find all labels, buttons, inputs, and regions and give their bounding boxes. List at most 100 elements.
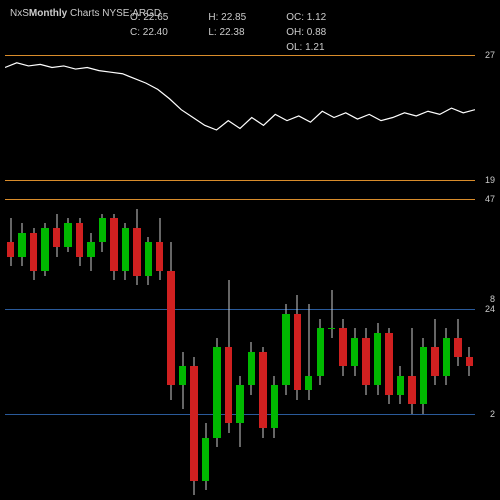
candle [431, 185, 438, 495]
candle-body [294, 314, 301, 390]
interval-label: Monthly [29, 8, 67, 19]
candle [99, 185, 106, 495]
candle-body [53, 228, 60, 247]
candle-body [213, 347, 220, 438]
candle [64, 185, 71, 495]
candle-body [190, 366, 197, 480]
oc-delta: OC: 1.12 [286, 12, 326, 23]
candle [179, 185, 186, 495]
candle-body [305, 376, 312, 390]
y-axis-label: 47 [485, 194, 495, 204]
candle-body [76, 223, 83, 256]
y-axis-label-secondary: 8 [490, 294, 495, 304]
candle-body [408, 376, 415, 405]
candle-body [248, 352, 255, 385]
candle-body [317, 328, 324, 376]
candle-body [259, 352, 266, 428]
candle [271, 185, 278, 495]
ohlc-summary: O: 22.65 C: 22.40 H: 22.85 L: 22.38 OC: … [130, 12, 326, 53]
candle-body [202, 438, 209, 481]
close-value: C: 22.40 [130, 27, 168, 38]
candle-body [18, 233, 25, 257]
candle-body [420, 347, 427, 404]
candle-body [236, 385, 243, 423]
line-series [5, 55, 475, 180]
candle-body [87, 242, 94, 256]
candle [317, 185, 324, 495]
candle [305, 185, 312, 495]
candle-body [41, 228, 48, 271]
candle [30, 185, 37, 495]
candle-body [351, 338, 358, 367]
ohlc-col-deltas: OC: 1.12 OH: 0.88 OL: 1.21 [286, 12, 326, 53]
candle-body [271, 385, 278, 428]
candle [454, 185, 461, 495]
candle-wick [331, 290, 332, 338]
y-axis-label: 19 [485, 175, 495, 185]
candle [133, 185, 140, 495]
y-axis-label: 24 [485, 304, 495, 314]
candle [167, 185, 174, 495]
candle [110, 185, 117, 495]
candle [259, 185, 266, 495]
candle-body [156, 242, 163, 271]
candle [408, 185, 415, 495]
candle-body [30, 233, 37, 271]
candle-body [431, 347, 438, 376]
chart-container: 2719 472482 [0, 55, 500, 500]
candle [385, 185, 392, 495]
candle [156, 185, 163, 495]
candle [213, 185, 220, 495]
candle-body [374, 333, 381, 385]
candle [41, 185, 48, 495]
candle-body [64, 223, 71, 247]
candle [202, 185, 209, 495]
candle-body [397, 376, 404, 395]
candle [76, 185, 83, 495]
candle [420, 185, 427, 495]
candle [145, 185, 152, 495]
candle-body [466, 357, 473, 367]
candle [443, 185, 450, 495]
candle [351, 185, 358, 495]
candle-body [7, 242, 14, 256]
low-value: L: 22.38 [208, 27, 246, 38]
candle-body [339, 328, 346, 366]
candle [87, 185, 94, 495]
candle [248, 185, 255, 495]
candle-body [282, 314, 289, 386]
candle-body [110, 218, 117, 270]
y-axis-label: 2 [490, 409, 495, 419]
candle-body [443, 338, 450, 376]
candle [282, 185, 289, 495]
candle [374, 185, 381, 495]
candle [339, 185, 346, 495]
candle [122, 185, 129, 495]
ticker-prefix: NxS [10, 8, 29, 19]
oh-delta: OH: 0.88 [286, 27, 326, 38]
lower-panel[interactable]: 472482 [5, 185, 475, 495]
high-value: H: 22.85 [208, 12, 246, 23]
candle-body [133, 228, 140, 276]
candle-body [362, 338, 369, 386]
ohlc-col-hl: H: 22.85 L: 22.38 [208, 12, 246, 53]
candle-body [145, 242, 152, 275]
candle [190, 185, 197, 495]
ol-delta: OL: 1.21 [286, 42, 326, 53]
candle [18, 185, 25, 495]
candle-body [179, 366, 186, 385]
candle-body [167, 271, 174, 385]
candle [53, 185, 60, 495]
candle-body [99, 218, 106, 242]
upper-panel[interactable]: 2719 [5, 55, 475, 180]
candle-body [328, 328, 335, 329]
candle [362, 185, 369, 495]
level-line [5, 180, 475, 181]
candle-body [122, 228, 129, 271]
candle [7, 185, 14, 495]
candle [328, 185, 335, 495]
candle [294, 185, 301, 495]
candle [236, 185, 243, 495]
candle-body [385, 333, 392, 395]
candle [225, 185, 232, 495]
